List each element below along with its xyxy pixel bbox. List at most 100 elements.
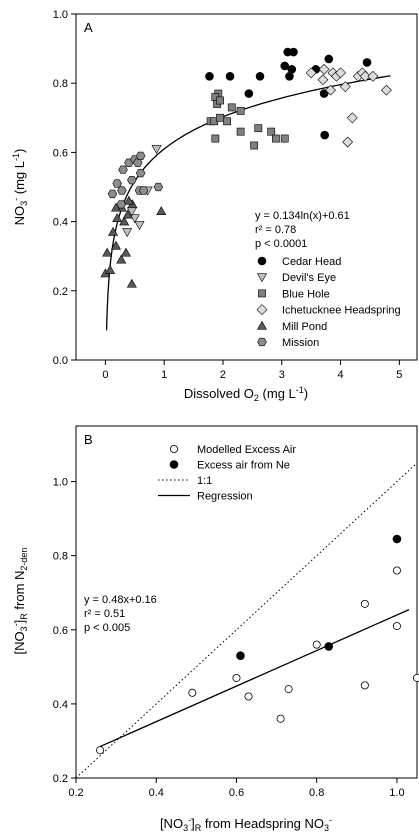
point-devil-s-eye xyxy=(129,214,140,224)
identity-line xyxy=(75,462,418,779)
point-excess-air-from-ne xyxy=(392,534,402,544)
x-tick-label: 0.6 xyxy=(229,787,244,799)
point-mill-pond xyxy=(116,254,127,264)
point-cedar-head xyxy=(225,71,235,81)
point-cedar-head xyxy=(289,47,298,57)
point-mission xyxy=(138,186,149,195)
x-tick-label: 0 xyxy=(102,369,108,381)
point-modelled-excess-air xyxy=(276,714,285,723)
panel-b-r2: r² = 0.51 xyxy=(84,608,125,620)
point-blue-hole xyxy=(267,127,276,136)
panel-a-fit xyxy=(105,75,391,331)
panel-a: A 0 1 2 3 4 5 0.0 0.2 0.4 0.6 0.8 1.0 Dissolved O2 … xyxy=(11,9,418,403)
point-ichetucknee-headspring xyxy=(335,67,346,79)
y-tick-label: 0.6 xyxy=(53,147,68,159)
y-tick-label: 1.0 xyxy=(53,9,68,21)
panel-b-frame xyxy=(75,425,418,779)
point-mill-pond xyxy=(105,264,116,274)
point-mill-pond xyxy=(110,202,121,212)
point-mission xyxy=(112,179,122,188)
point-ichetucknee-headspring xyxy=(325,84,336,96)
point-mill-pond xyxy=(122,209,133,219)
point-blue-hole xyxy=(271,134,280,143)
point-blue-hole xyxy=(236,106,245,115)
panel-a-frame xyxy=(75,13,418,361)
y-tick-label: 0.0 xyxy=(53,355,68,367)
legend-label-blue-hole: Blue Hole xyxy=(282,288,330,300)
legend-label-mission: Mission xyxy=(282,337,319,349)
point-blue-hole xyxy=(280,134,289,143)
point-blue-hole xyxy=(211,134,220,143)
legend-label-modelled-excess-air: Modelled Excess Air xyxy=(197,444,296,456)
point-modelled-excess-air xyxy=(360,681,369,690)
point-mill-pond xyxy=(102,247,113,257)
legend-label-ichetucknee-headspring: Ichetucknee Headspring xyxy=(282,305,401,317)
x-tick-label: 5 xyxy=(396,369,402,381)
legend-label-regression: Regression xyxy=(197,491,253,503)
panel-b-points xyxy=(96,534,419,755)
point-mill-pond xyxy=(112,213,123,222)
legend-marker-cedar-head xyxy=(257,256,267,266)
point-mill-pond xyxy=(119,216,130,226)
point-ichetucknee-headspring xyxy=(342,136,354,148)
point-mission xyxy=(153,182,164,192)
panel-b-equation: y = 0.48x+0.16 xyxy=(84,594,157,606)
point-modelled-excess-air xyxy=(244,692,253,701)
point-mill-pond xyxy=(156,206,167,216)
panel-a-points xyxy=(100,47,392,288)
y-tick-label: 1.0 xyxy=(53,477,68,489)
panel-b-lines xyxy=(75,462,418,779)
point-ichetucknee-headspring xyxy=(381,84,392,96)
point-blue-hole xyxy=(236,127,245,136)
legend-marker-excess-air-from-ne xyxy=(169,460,179,469)
point-mission xyxy=(118,165,128,174)
panel-b-label: B xyxy=(84,432,93,447)
panel-b-ylabel: [NO3-]R from N2-den xyxy=(11,548,29,655)
legend-marker-ichetucknee-headspring xyxy=(256,304,268,316)
point-mission xyxy=(107,189,118,199)
point-cedar-head xyxy=(319,89,329,98)
y-tick-label: 0.2 xyxy=(53,773,68,785)
point-excess-air-from-ne xyxy=(236,651,245,661)
point-modelled-excess-air xyxy=(392,566,401,575)
point-devil-s-eye xyxy=(122,228,133,238)
point-blue-hole xyxy=(250,141,259,150)
point-cedar-head xyxy=(362,58,372,67)
point-modelled-excess-air xyxy=(360,599,369,608)
point-ichetucknee-headspring xyxy=(317,74,329,86)
point-mill-pond xyxy=(120,247,131,257)
regression-line xyxy=(99,609,410,748)
y-tick-label: 0.6 xyxy=(53,625,68,637)
point-modelled-excess-air xyxy=(188,688,197,697)
point-cedar-head xyxy=(324,54,334,64)
y-tick-label: 0.2 xyxy=(53,286,68,298)
point-blue-hole xyxy=(223,117,231,126)
point-cedar-head xyxy=(244,89,254,98)
point-mission xyxy=(116,200,127,209)
point-cedar-head xyxy=(255,71,265,81)
x-tick-label: 1 xyxy=(161,369,167,381)
point-modelled-excess-air xyxy=(96,746,105,755)
panel-b: B 0.2 0.4 0.6 0.8 1.0 0.2 0.4 0.6 0.8 1.0 [NO3-]R… xyxy=(11,425,419,833)
panel-b-ticks: 0.2 0.4 0.6 0.8 1.0 0.2 0.4 0.6 0.8 1.0 xyxy=(53,477,405,799)
panel-a-xlabel: Dissolved O2 (mg L-1) xyxy=(184,385,308,403)
point-devil-s-eye xyxy=(134,221,145,231)
point-modelled-excess-air xyxy=(312,640,321,649)
legend-label-1-1: 1:1 xyxy=(197,475,212,487)
panel-a-label: A xyxy=(84,20,93,35)
x-tick-label: 0.2 xyxy=(68,787,83,799)
y-tick-label: 0.4 xyxy=(53,217,68,229)
x-tick-label: 1.0 xyxy=(389,787,404,799)
point-mill-pond xyxy=(123,195,134,205)
x-tick-label: 3 xyxy=(279,369,285,381)
y-tick-label: 0.8 xyxy=(53,551,68,563)
point-devil-s-eye xyxy=(151,145,162,155)
point-blue-hole xyxy=(227,103,236,112)
point-ichetucknee-headspring xyxy=(318,63,330,75)
panel-a-ticks: 0 1 2 3 4 5 0.0 0.2 0.4 0.6 0.8 1.0 xyxy=(53,9,403,381)
point-cedar-head xyxy=(287,65,297,74)
panel-b-annotation: y = 0.48x+0.16 r² = 0.51 p < 0.005 xyxy=(84,594,157,634)
legend-label-excess-air-from-ne: Excess air from Ne xyxy=(197,460,290,472)
legend-label-devil-s-eye: Devil's Eye xyxy=(282,272,336,284)
